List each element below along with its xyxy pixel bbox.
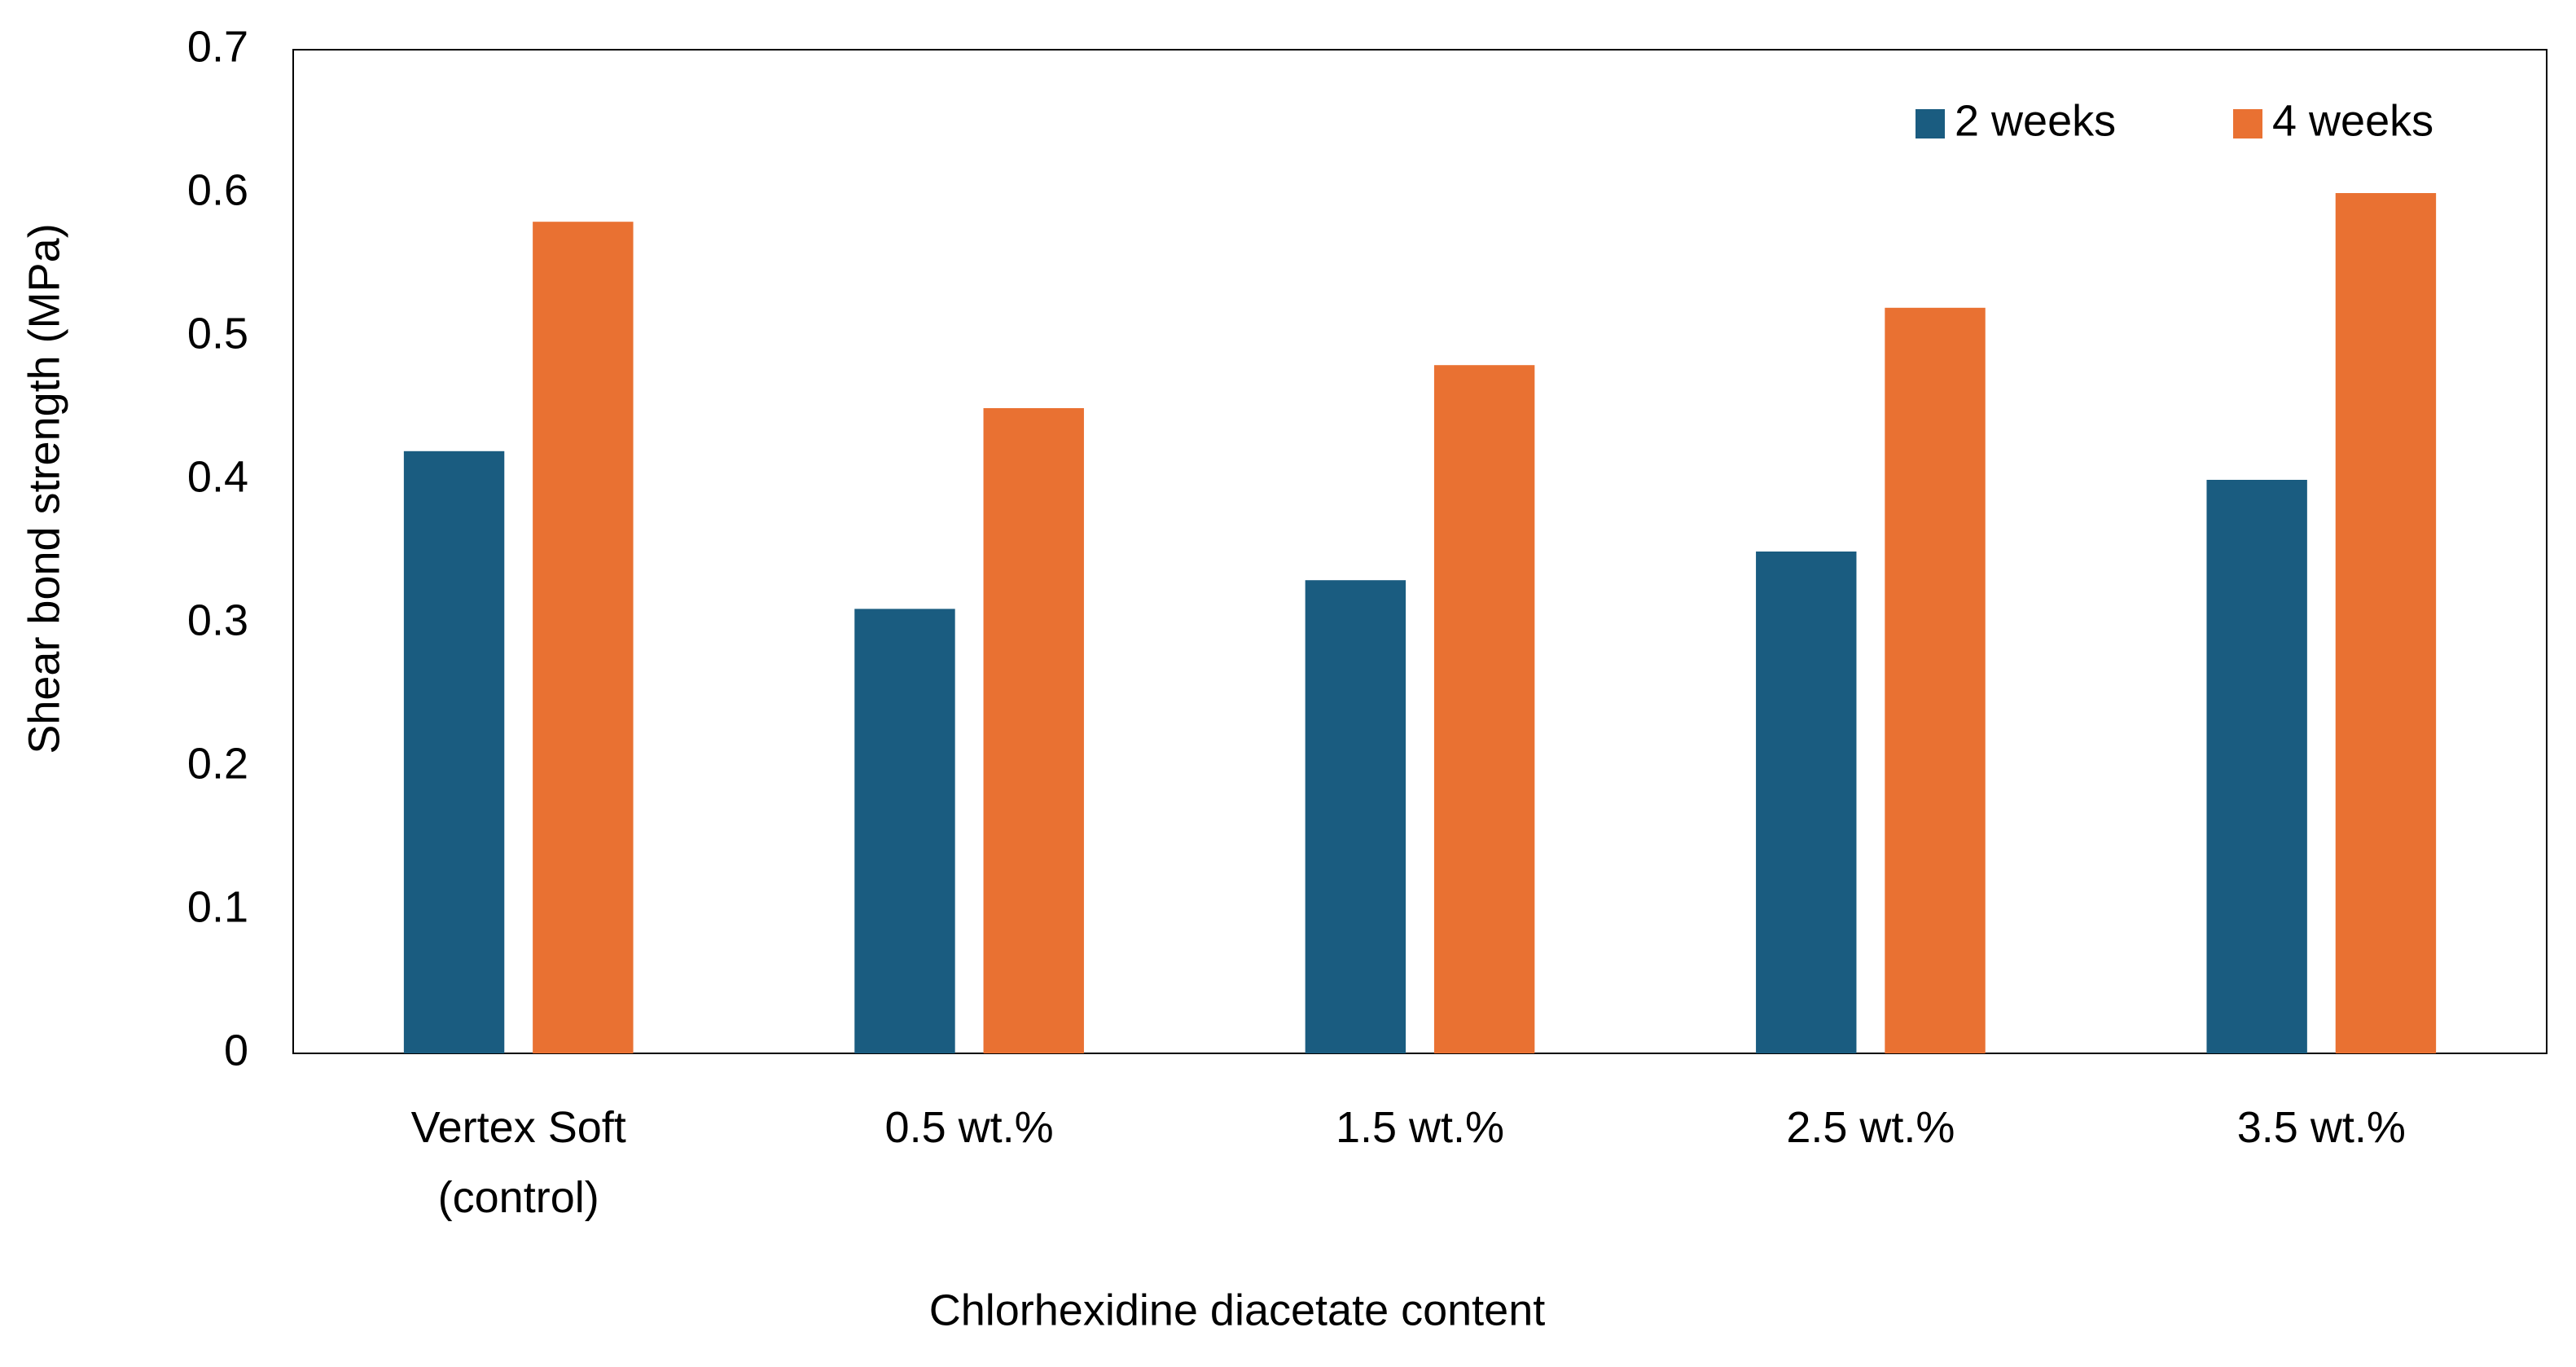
bar <box>1885 307 1986 1053</box>
plot-border <box>292 49 2547 1054</box>
y-tick-label: 0.6 <box>187 165 248 214</box>
legend-label: 4 weeks <box>2272 96 2433 145</box>
bar <box>2335 193 2437 1053</box>
legend-swatch <box>2233 109 2262 138</box>
bar <box>983 408 1084 1053</box>
bar <box>1305 580 1406 1053</box>
legend-swatch <box>1916 109 1945 138</box>
legend-label: 2 weeks <box>1955 96 2116 145</box>
y-tick-label: 0.4 <box>187 452 248 501</box>
x-tick-label: 0.5 wt.% <box>884 1103 1054 1152</box>
y-tick-label: 0 <box>224 1026 248 1075</box>
x-tick-label: Vertex Soft (control) <box>410 1103 626 1222</box>
y-axis-title: Shear bond strength (MPa) <box>20 223 68 754</box>
y-tick-label: 0.7 <box>187 22 248 71</box>
bar <box>403 451 505 1053</box>
bar <box>1756 552 1857 1053</box>
y-tick-label: 0.3 <box>187 596 248 644</box>
y-tick-label: 0.5 <box>187 309 248 358</box>
bar <box>2206 480 2307 1053</box>
x-axis-title: Chlorhexidine diacetate content <box>929 1286 1546 1334</box>
y-tick-label: 0.2 <box>187 739 248 788</box>
x-tick-label: 1.5 wt.% <box>1335 1103 1505 1152</box>
x-tick-label: 2.5 wt.% <box>1786 1103 1955 1152</box>
y-tick-label: 0.1 <box>187 882 248 931</box>
x-tick-label: 3.5 wt.% <box>2236 1103 2406 1152</box>
bar <box>854 609 955 1053</box>
bar <box>1433 365 1535 1053</box>
bar <box>533 222 634 1053</box>
